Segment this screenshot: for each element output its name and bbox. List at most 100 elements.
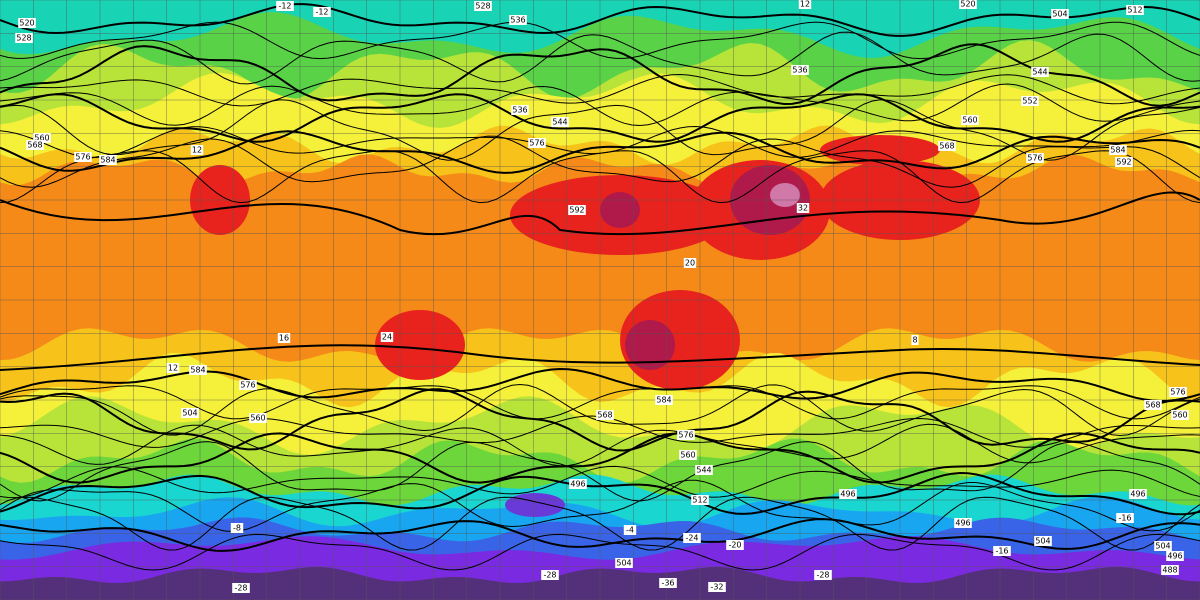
contour-label: 504 [1035,537,1050,546]
height-contour [0,344,1200,371]
label-box [528,138,546,148]
contour-label: 8 [912,336,917,345]
height-contour [0,93,1200,143]
height-contour [0,21,1200,60]
label-box [938,141,956,151]
contour-label: 496 [840,490,855,499]
height-contour [0,432,1200,484]
label-box [615,558,633,568]
label-box [708,582,726,592]
contour-label: 504 [616,559,631,568]
hot-area [625,320,675,370]
label-box [839,489,857,499]
label-box [1171,410,1189,420]
contour-label: 24 [382,333,392,342]
contour-label: 536 [510,16,525,25]
label-box [15,33,33,43]
label-box [551,117,569,127]
label-box [959,0,977,9]
label-box [1116,513,1134,523]
label-box [1034,536,1052,546]
label-box [1031,67,1049,77]
contour-label: 512 [692,496,707,505]
contour-label: 496 [955,519,970,528]
contour-label: 520 [960,0,975,9]
label-box [189,365,207,375]
contour-label: -12 [315,8,328,17]
label-box [230,523,244,533]
label-box [1154,541,1172,551]
contour-label: -28 [234,584,247,593]
label-box [1109,145,1127,155]
height-contour [0,479,1200,533]
contour-label: 552 [1022,97,1037,106]
label-box [509,15,527,25]
label-box [1161,565,1179,575]
contour-label: 12 [168,364,178,373]
contour-label: 568 [597,411,612,420]
contour-label: 32 [798,204,808,213]
hot-area [770,183,800,207]
label-box [961,115,979,125]
height-contour [0,73,1200,107]
contour-label: 488 [1162,566,1177,575]
contour-label: 576 [75,153,90,162]
label-box [99,155,117,165]
label-box [1129,489,1147,499]
label-box [1021,96,1039,106]
contour-label: 560 [250,414,265,423]
contour-label: 584 [190,366,205,375]
contour-label: 576 [1170,388,1185,397]
contour-label: 560 [962,116,977,125]
hot-area [600,192,640,228]
contour-label: -32 [710,583,723,592]
label-box [798,0,812,9]
label-box [677,430,695,440]
contour-label: 12 [192,146,202,155]
label-box [277,333,291,343]
label-box [74,152,92,162]
label-box [911,335,919,345]
contour-label: 584 [1110,146,1125,155]
height-contour [0,135,1200,188]
contour-label: -12 [278,2,291,11]
label-box [726,540,744,550]
contour-label: 504 [1052,10,1067,19]
height-contour [0,423,1200,467]
contour-label: 576 [1027,154,1042,163]
contour-label: 592 [1116,158,1131,167]
label-box [166,363,180,373]
height-contour [0,83,1200,127]
label-box [954,518,972,528]
contour-label: 584 [100,156,115,165]
contour-label: -28 [543,571,556,580]
contour-label: 20 [685,259,695,268]
label-box [511,105,529,115]
label-box [993,546,1011,556]
contour-label: -8 [233,524,241,533]
height-contour [0,3,1200,37]
contour-label: 536 [792,66,807,75]
label-box [1126,5,1144,15]
label-box [791,65,809,75]
contour-label: 560 [680,451,695,460]
label-box [659,578,677,588]
label-box [181,408,199,418]
label-box [26,140,44,150]
contour-label: 536 [512,106,527,115]
height-contour [0,385,1200,420]
label-box [569,479,587,489]
hot-area [375,310,465,380]
contour-label: 576 [529,139,544,148]
label-box [541,570,559,580]
contour-label: 584 [656,396,671,405]
height-contour [0,150,1200,204]
contour-label: 544 [1032,68,1047,77]
label-box [1144,400,1162,410]
label-box [568,205,586,215]
contour-label: -28 [816,571,829,580]
label-box [276,1,294,11]
contour-label: 568 [939,142,954,151]
